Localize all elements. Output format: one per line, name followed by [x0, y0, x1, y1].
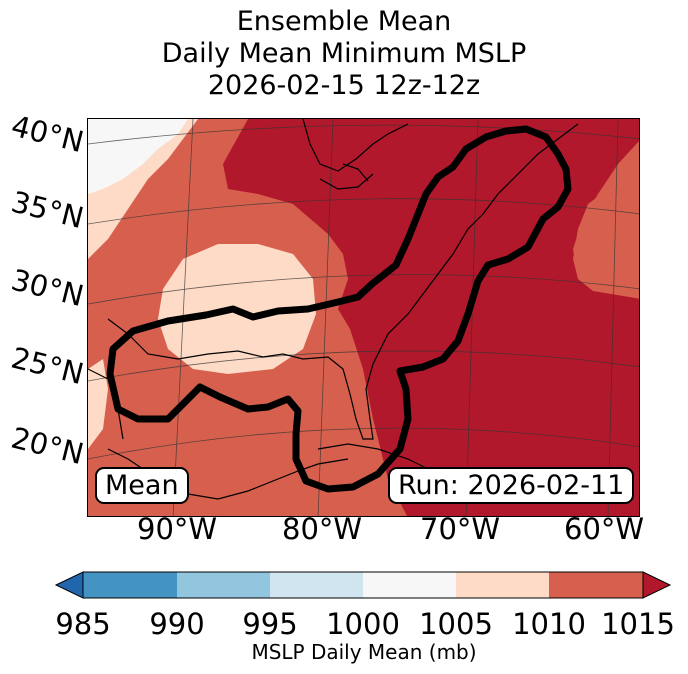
lon-label-90w: 90°W	[137, 512, 218, 546]
lat-label-35: 35°N	[7, 184, 88, 236]
colorbar-tick-995: 995	[242, 607, 298, 641]
map-canvas	[88, 119, 639, 516]
lon-label-80w: 80°W	[282, 512, 363, 546]
lat-label-20: 20°N	[7, 420, 88, 472]
title-line-3: 2026-02-15 12z-12z	[207, 70, 481, 101]
colorbar-bin-995-1000	[270, 572, 363, 598]
colorbar-bin-1000-1005	[363, 572, 456, 598]
field-above-1015	[223, 119, 639, 516]
lon-label-60w: 60°W	[564, 512, 645, 546]
map-panel	[87, 118, 640, 517]
lon-label-70w: 70°W	[420, 512, 501, 546]
lat-label-30: 30°N	[7, 262, 88, 314]
colorbar-tick-990: 990	[149, 607, 205, 641]
colorbar-tick-1005: 1005	[419, 607, 493, 641]
colorbar	[54, 571, 672, 599]
colorbar-extend-low	[54, 571, 84, 599]
colorbar-tick-1015: 1015	[601, 607, 675, 641]
run-box: Run: 2026-02-11	[388, 467, 635, 504]
title-line-2: Daily Mean Minimum MSLP	[161, 38, 527, 69]
colorbar-bin-1005-1010	[456, 572, 549, 598]
colorbar-tick-1010: 1010	[512, 607, 586, 641]
colorbar-extend-high	[642, 571, 672, 599]
field-1000-1005-nw	[88, 119, 188, 194]
lat-label-40: 40°N	[7, 108, 88, 160]
colorbar-bin-1010-1015	[549, 572, 643, 598]
colorbar-outline	[82, 571, 644, 599]
field-1005-1010-west	[88, 359, 108, 449]
field-1010-east	[573, 141, 639, 299]
colorbar-label: MSLP Daily Mean (mb)	[251, 640, 477, 664]
lat-label-25: 25°N	[7, 340, 88, 392]
colorbar-bin-985-990	[83, 572, 177, 598]
contour-line	[106, 125, 572, 493]
title-line-1: Ensemble Mean	[236, 6, 452, 37]
colorbar-bin-990-995	[177, 572, 270, 598]
colorbar-tick-985: 985	[55, 607, 111, 641]
mean-box: Mean	[95, 467, 189, 504]
colorbar-tick-1000: 1000	[326, 607, 400, 641]
